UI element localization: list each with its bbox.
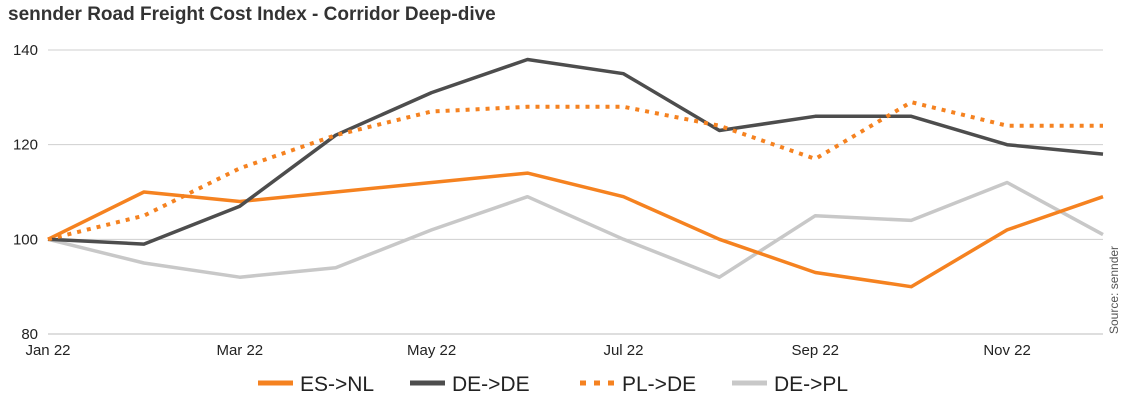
series-line-de-to-pl (47, 180, 1104, 279)
y-tick-label: 100 (13, 231, 38, 248)
legend-label: ES->NL (300, 373, 374, 396)
x-tick-label: Sep 22 (791, 342, 839, 359)
grid-lines (48, 49, 1103, 335)
x-tick-label: Jul 22 (603, 342, 643, 359)
series-line-es-to-nl (47, 171, 1104, 289)
axes: 80 100 120 140 Jan 22 Mar 22 May 22 Jul 22 Sep 2… (13, 42, 1103, 359)
x-tick-label: Mar 22 (216, 342, 263, 359)
x-tick-label: Jan 22 (25, 342, 70, 359)
source-label: Source: sennder (1107, 246, 1121, 334)
y-tick-label: 80 (21, 326, 38, 343)
series-layer (47, 57, 1104, 289)
y-tick-label: 140 (13, 42, 38, 59)
legend-label: DE->DE (452, 373, 530, 396)
chart-title: sennder Road Freight Cost Index - Corrid… (8, 4, 496, 25)
x-tick-label: May 22 (407, 342, 456, 359)
x-tick-label: Nov 22 (983, 342, 1031, 359)
legend-label: DE->PL (774, 373, 848, 396)
series-line-de-to-de (47, 57, 1104, 246)
y-tick-label: 120 (13, 137, 38, 154)
legend-label: PL->DE (622, 373, 696, 396)
legend: ES->NL DE->DE PL->DE DE->PL (258, 373, 848, 396)
